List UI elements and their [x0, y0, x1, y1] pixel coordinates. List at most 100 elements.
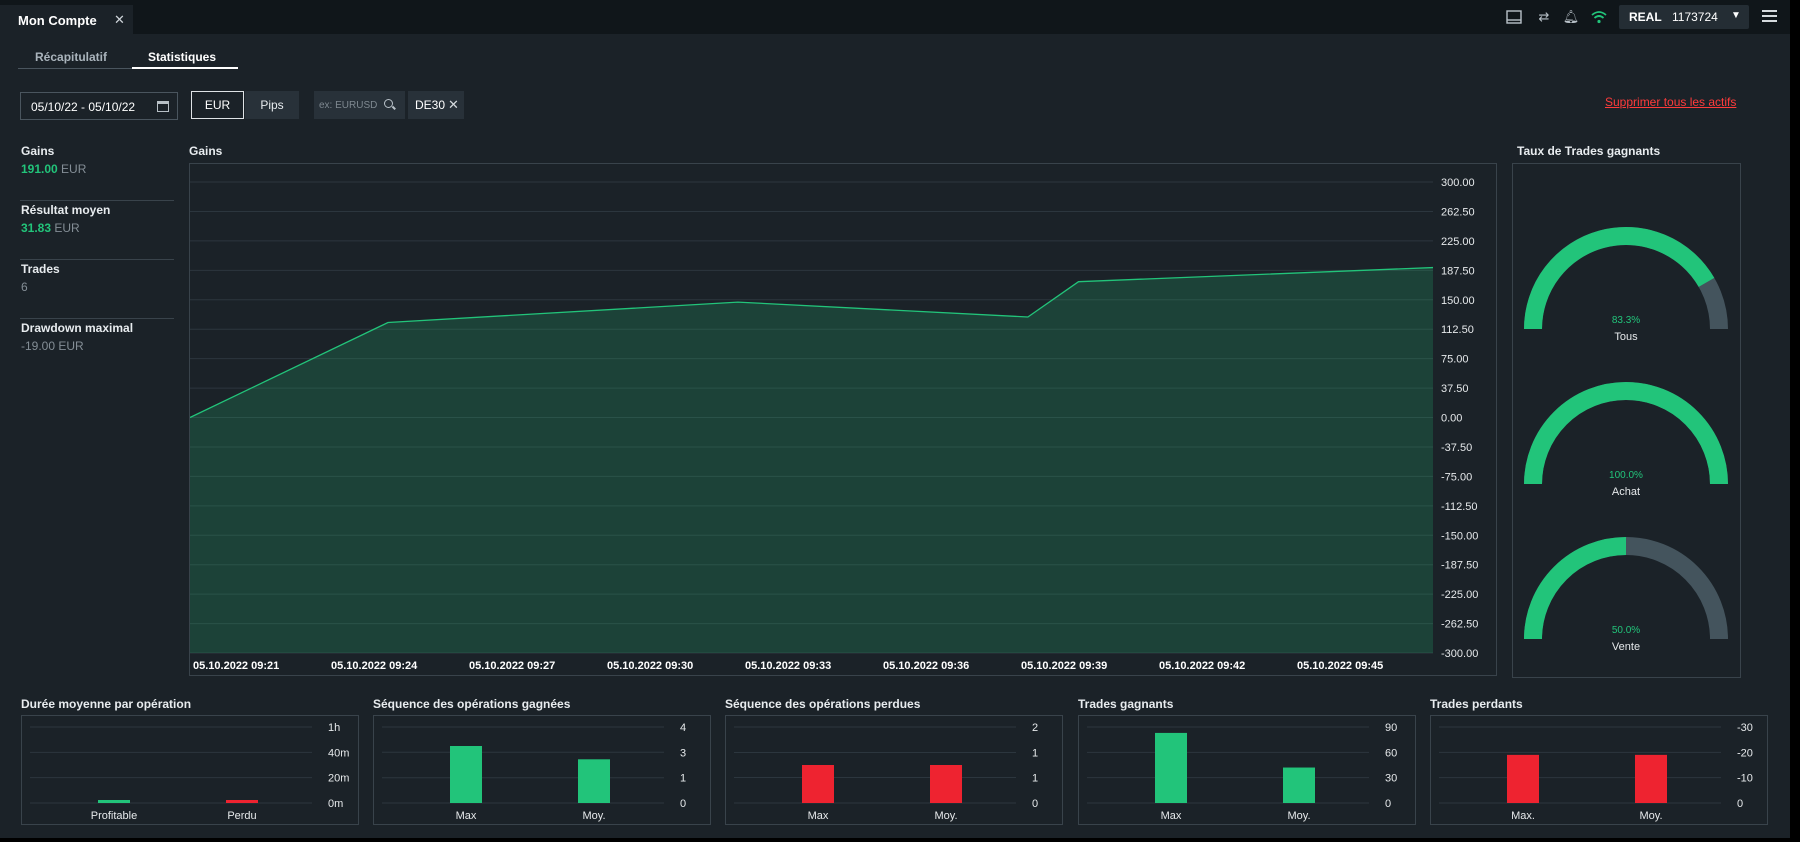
x-tick-label: 05.10.2022 09:27 — [469, 660, 555, 672]
category-label: Moy. — [1639, 810, 1662, 822]
category-label: Max — [1161, 810, 1182, 822]
search-icon[interactable] — [384, 99, 393, 108]
close-icon[interactable]: ✕ — [114, 12, 125, 27]
win-rate-title: Taux de Trades gagnants — [1517, 144, 1661, 158]
stat-value: 31.83 EUR — [21, 221, 80, 235]
caret-down-icon: ▼ — [1731, 10, 1741, 21]
gains-line — [189, 266, 1434, 419]
tab-bar: Récapitulatif Statistiques — [18, 44, 238, 69]
gauge-percent: 100.0% — [1609, 470, 1643, 481]
x-tick-label: 05.10.2022 09:24 — [331, 660, 418, 672]
unit-eur-button[interactable]: EUR — [191, 91, 244, 119]
transfer-icon[interactable]: ⇄ — [1538, 9, 1550, 24]
account-selector[interactable]: REAL 1173724 ▼ — [1619, 5, 1749, 29]
remove-chip-icon[interactable]: ✕ — [448, 97, 459, 112]
gauge-fill — [1524, 537, 1627, 640]
y-tick-label: -262.50 — [1441, 619, 1478, 631]
gains-area — [190, 267, 1433, 653]
y-tick-label: 75.00 — [1441, 354, 1469, 366]
gauge-percent: 83.3% — [1612, 315, 1640, 326]
gauge-label: Achat — [1612, 486, 1640, 498]
win-streak-title: Séquence des opérations gagnées — [373, 697, 571, 711]
gauge-label: Vente — [1612, 641, 1640, 653]
x-tick-label: 05.10.2022 09:39 — [1021, 660, 1107, 672]
asset-chip-label: DE30 — [415, 98, 446, 112]
winning-trades-svg: 90 60 30 0 Max Moy. — [1087, 722, 1397, 822]
x-tick-label: 05.10.2022 09:42 — [1159, 660, 1245, 672]
tab-recapitulatif[interactable]: Récapitulatif — [35, 50, 108, 64]
account-number: 1173724 — [1672, 10, 1718, 24]
tab-statistiques[interactable]: Statistiques — [148, 50, 217, 64]
bar — [802, 765, 834, 803]
y-tick-label: 37.50 — [1441, 383, 1469, 395]
y-tick-label: -150.00 — [1441, 530, 1478, 542]
win-streak-svg: 4 3 1 0 Max Moy. — [382, 722, 686, 822]
y-tick-label: 262.50 — [1441, 206, 1475, 218]
stat-value: 6 — [21, 280, 28, 294]
bar — [578, 759, 610, 803]
bell-icon[interactable]: 🔔︎ — [1562, 9, 1580, 24]
y-tick-label: 4 — [680, 722, 686, 734]
y-tick-label: 3 — [680, 747, 686, 759]
unit-pips-button[interactable]: Pips — [245, 91, 299, 119]
bar — [98, 800, 130, 803]
stat-label: Résultat moyen — [21, 203, 111, 217]
category-label: Max — [808, 810, 829, 822]
avg-duration-title: Durée moyenne par opération — [21, 697, 192, 711]
category-label: Max — [456, 810, 477, 822]
y-tick-label: 0.00 — [1441, 413, 1462, 425]
asset-search — [314, 91, 405, 119]
y-tick-label: -187.50 — [1441, 560, 1478, 572]
stat-label: Drawdown maximal — [21, 321, 134, 335]
stat-gains: Gains 191.00 EUR — [20, 142, 174, 201]
loss-streak-title: Séquence des opérations perdues — [725, 697, 921, 711]
y-tick-label: 1 — [680, 773, 686, 785]
window-tab[interactable]: Mon Compte ✕ — [0, 5, 133, 34]
y-tick-label: 2 — [1032, 722, 1038, 734]
menu-icon[interactable] — [1762, 10, 1777, 22]
bar — [930, 765, 962, 803]
loss-streak-chart: 2 1 1 0 Max Moy. — [725, 715, 1063, 825]
losing-trades-title: Trades perdants — [1430, 697, 1523, 711]
layout-icon[interactable] — [1505, 9, 1523, 25]
y-tick-label: 0m — [328, 798, 343, 810]
category-label: Moy. — [582, 810, 605, 822]
gauge-label: Tous — [1614, 331, 1638, 343]
gains-chart: 300.00 262.50 225.00 187.50 150.00 112.50 75.0… — [189, 163, 1497, 676]
y-tick-label: -225.00 — [1441, 589, 1478, 601]
window-tab-title: Mon Compte — [18, 13, 97, 28]
y-tick-label: 40m — [328, 747, 349, 759]
gains-chart-title: Gains — [189, 144, 223, 158]
y-tick-label: 1 — [1032, 773, 1038, 785]
bar — [1283, 767, 1315, 803]
gauge-fill — [1524, 227, 1715, 330]
gains-chart-svg: 300.00 262.50 225.00 187.50 150.00 112.50 75.0… — [189, 177, 1478, 672]
win-rate-gauges: 83.3% Tous 100.0% Achat 50.0% Vente — [1524, 227, 1728, 653]
active-tab-indicator — [132, 67, 238, 69]
date-range-picker[interactable]: 05/10/22 - 05/10/22 — [20, 92, 178, 120]
x-tick-label: 05.10.2022 09:33 — [745, 660, 831, 672]
account-type: REAL — [1629, 10, 1662, 24]
avg-duration-svg: 1h 40m 20m 0m Profitable Perdu — [30, 722, 349, 822]
x-tick-label: 05.10.2022 09:21 — [193, 660, 279, 672]
date-range-value: 05/10/22 - 05/10/22 — [31, 100, 136, 114]
bar — [1155, 732, 1187, 803]
category-label: Profitable — [91, 810, 137, 822]
y-tick-label: 90 — [1385, 722, 1397, 734]
y-tick-label: 300.00 — [1441, 177, 1475, 189]
x-tick-label: 05.10.2022 09:36 — [883, 660, 969, 672]
y-tick-label: 20m — [328, 773, 349, 785]
losing-trades-svg: -30 -20 -10 0 Max. Moy. — [1439, 722, 1753, 822]
asset-search-input[interactable] — [319, 97, 379, 113]
winning-trades-title: Trades gagnants — [1078, 697, 1174, 711]
category-label: Moy. — [1287, 810, 1310, 822]
category-label: Max. — [1511, 810, 1535, 822]
win-rate-panel: 83.3% Tous 100.0% Achat 50.0% Vente — [1512, 163, 1741, 678]
bar — [450, 746, 482, 803]
category-label: Perdu — [227, 810, 256, 822]
wifi-icon — [1591, 11, 1607, 24]
remove-all-assets-link[interactable]: Supprimer tous les actifs — [1605, 95, 1737, 109]
loss-streak-svg: 2 1 1 0 Max Moy. — [734, 722, 1038, 822]
x-tick-label: 05.10.2022 09:45 — [1297, 660, 1383, 672]
